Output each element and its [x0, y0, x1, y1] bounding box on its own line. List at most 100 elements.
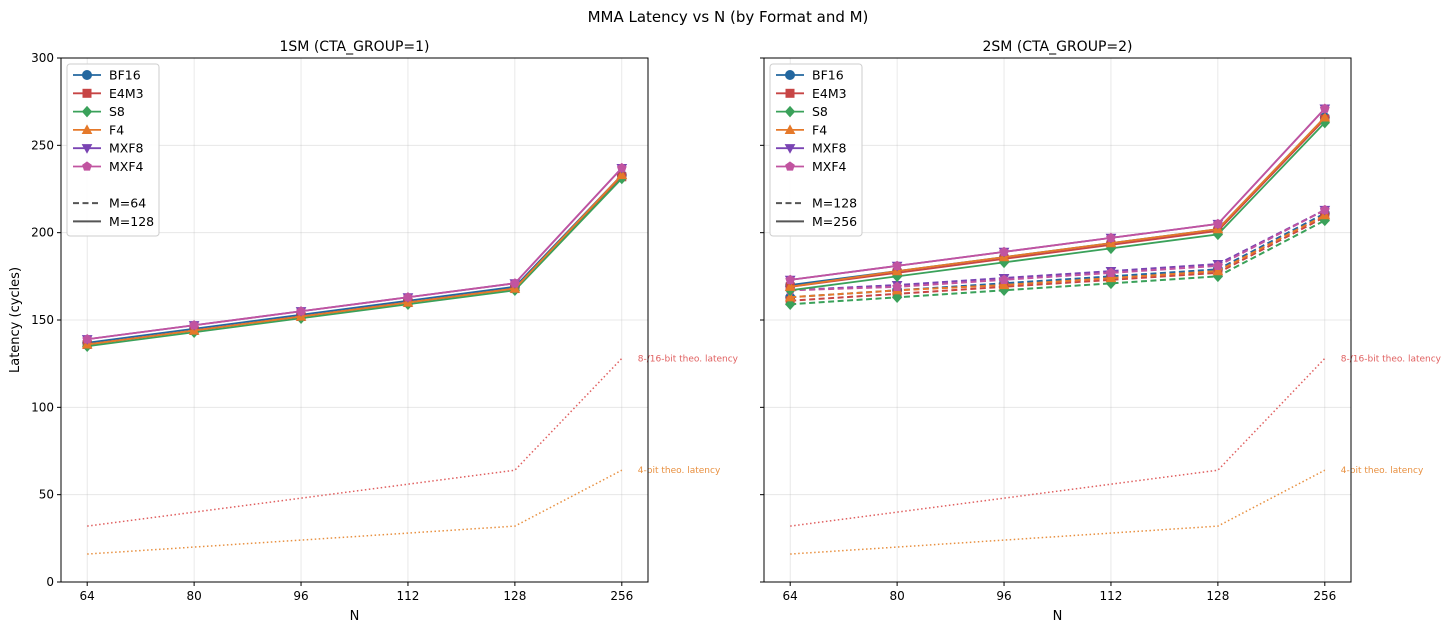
x-tick-label: 112 [1100, 589, 1123, 603]
data-point [999, 246, 1009, 257]
legend-box [66, 63, 160, 237]
x-axis-label: N [1053, 609, 1063, 624]
legend-entry-e4m3: E4M3 [73, 86, 144, 101]
legend-entry-solid: M=256 [776, 214, 857, 229]
reference-label-4-bit-theo-latency: 4-bit theo. latency [1341, 466, 1424, 476]
legend-entry-mxf8: MXF8 [776, 141, 847, 156]
data-point [296, 306, 306, 316]
data-point [892, 281, 902, 291]
reference-line-4-bit-theo-latency [790, 469, 1326, 555]
legend-marker [81, 124, 93, 134]
data-point [1106, 232, 1116, 243]
x-tick-label: 80 [186, 589, 201, 603]
legend-label: MXF4 [109, 159, 144, 174]
legend: BF16 E4M3 S8 F4 MXF8 MXF4 M=128 M=256 [769, 63, 863, 237]
legend-entry-mxf8: MXF8 [73, 141, 144, 156]
series-mxf4-m128 [82, 162, 627, 344]
data-point [1319, 111, 1331, 122]
data-point [1319, 204, 1330, 215]
data-point [999, 274, 1009, 284]
legend-label: F4 [109, 122, 124, 137]
legend-entry-f4: F4 [73, 122, 124, 137]
plot-frame [60, 57, 649, 583]
series-line [790, 219, 1326, 306]
legend-marker [82, 161, 92, 171]
legend-entry-bf16: BF16 [776, 68, 844, 83]
y-tick-label: 100 [31, 400, 54, 414]
data-point [616, 162, 627, 173]
data-point [510, 278, 520, 288]
reference-label-8-16-bit-theo-latency: 8-/16-bit theo. latency [1341, 354, 1442, 364]
series-line [790, 216, 1326, 302]
x-axis-label: N [350, 609, 360, 624]
legend-marker [81, 105, 93, 118]
legend-entry-s8: S8 [73, 104, 125, 119]
legend-marker [82, 70, 92, 80]
legend-entry-bf16: BF16 [73, 68, 141, 83]
legend-label: S8 [109, 104, 125, 119]
legend-entry-mxf4: MXF4 [776, 159, 847, 174]
legend-label: E4M3 [812, 86, 847, 101]
legend-label: MXF8 [812, 141, 847, 156]
legend-label: M=128 [109, 214, 154, 229]
legend-label: F4 [812, 122, 827, 137]
reference-label-4-bit-theo-latency: 4-bit theo. latency [638, 466, 721, 476]
legend-marker [785, 161, 795, 171]
y-axis-label: Latency (cycles) [8, 267, 23, 373]
data-point [82, 334, 93, 344]
legend-entry-dashed: M=128 [776, 196, 857, 211]
legend-marker [785, 70, 795, 80]
legend-marker [82, 88, 92, 98]
legend-label: BF16 [812, 68, 844, 83]
data-point [1105, 272, 1117, 283]
legend-label: S8 [812, 104, 828, 119]
legend-marker [81, 144, 93, 154]
reference-label-8-16-bit-theo-latency: 8-/16-bit theo. latency [638, 354, 739, 364]
y-tick-label: 200 [31, 226, 54, 240]
series-line [790, 214, 1326, 299]
subplot-title: 2SM (CTA_GROUP=2) [983, 39, 1133, 55]
data-point [891, 291, 903, 304]
data-point [1106, 267, 1116, 277]
legend-marker [784, 144, 796, 154]
subplot-1sm: 64 80 96 112 128 256 0 50 100 150 200 250 300 8-/16-b… [8, 39, 739, 624]
data-point [998, 279, 1010, 290]
x-tick-label: 80 [889, 589, 904, 603]
series-line [790, 108, 1326, 281]
y-tick-label: 300 [31, 51, 54, 65]
reference-line-4-bit-theo-latency [87, 469, 623, 555]
y-tick-label: 0 [46, 575, 54, 589]
legend-entry-s8: S8 [776, 104, 828, 119]
data-point [784, 281, 796, 291]
legend-label: BF16 [109, 68, 141, 83]
data-point [1213, 260, 1223, 270]
legend-label: MXF8 [109, 141, 144, 156]
legend-entry-mxf4: MXF4 [73, 159, 144, 174]
series-line [87, 174, 623, 344]
data-point [403, 292, 413, 302]
series-line [87, 177, 623, 348]
data-point [1213, 218, 1223, 229]
series-line [87, 167, 623, 341]
series-mxf4-m256 [785, 103, 1330, 284]
data-point [1212, 265, 1224, 276]
y-tick-label: 250 [31, 138, 54, 152]
legend-label: M=128 [812, 196, 857, 211]
data-point [616, 169, 628, 180]
legend-label: E4M3 [109, 86, 144, 101]
series-line [790, 118, 1326, 288]
legend-marker [784, 105, 796, 118]
data-point [784, 291, 796, 302]
legend-marker [785, 88, 795, 98]
series-line [790, 209, 1326, 292]
x-tick-label: 128 [503, 589, 526, 603]
legend-entry-f4: F4 [776, 122, 827, 137]
legend-entry-e4m3: E4M3 [776, 86, 847, 101]
y-tick-label: 150 [31, 313, 54, 327]
data-point [189, 320, 199, 330]
legend: BF16 E4M3 S8 F4 MXF8 MXF4 M=64 M=128 [66, 63, 160, 237]
series-line [790, 116, 1326, 288]
x-tick-label: 96 [293, 589, 308, 603]
subplot-2sm: 64 80 96 112 128 256 8-/16-bit theo. latency 4-… [760, 39, 1442, 624]
